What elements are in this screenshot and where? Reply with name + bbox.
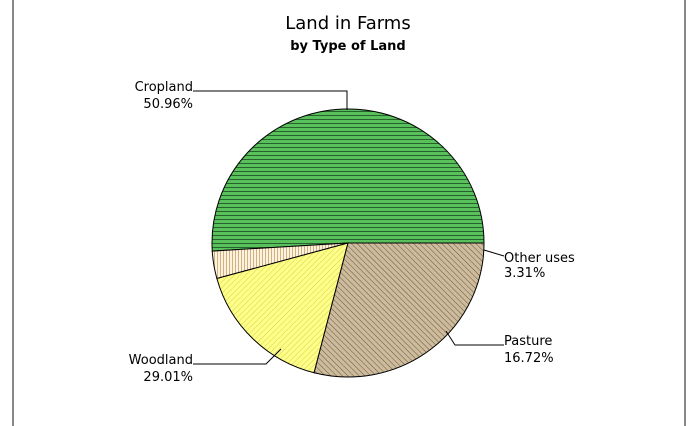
leader-line-other-uses [483,249,505,257]
slice-label-pasture: Pasture [504,334,552,349]
slice-value-other-uses: 3.31% [504,266,545,281]
label-other-uses: Other uses 3.31% [483,249,575,281]
label-cropland: Cropland 50.96% [135,80,348,112]
slice-value-pasture: 16.72% [504,351,554,366]
pie-slice-cropland [211,108,485,252]
pie-slice-woodland [313,242,485,378]
chart-subtitle: by Type of Land [290,39,405,54]
slice-value-cropland: 50.96% [143,97,193,112]
label-pasture: Pasture 16.72% [445,330,554,366]
pie-slices [211,108,485,378]
chart-title: Land in Farms [285,13,410,34]
slice-value-woodland: 29.01% [143,370,193,385]
leader-line-pasture [445,330,504,346]
slice-label-other-uses: Other uses [504,251,575,266]
leader-line-woodland [193,348,282,365]
pie-slice-pasture [216,242,349,374]
slice-label-cropland: Cropland [135,80,193,95]
leader-line-cropland [193,90,348,110]
label-woodland: Woodland 29.01% [129,348,282,385]
slice-label-woodland: Woodland [129,353,193,368]
